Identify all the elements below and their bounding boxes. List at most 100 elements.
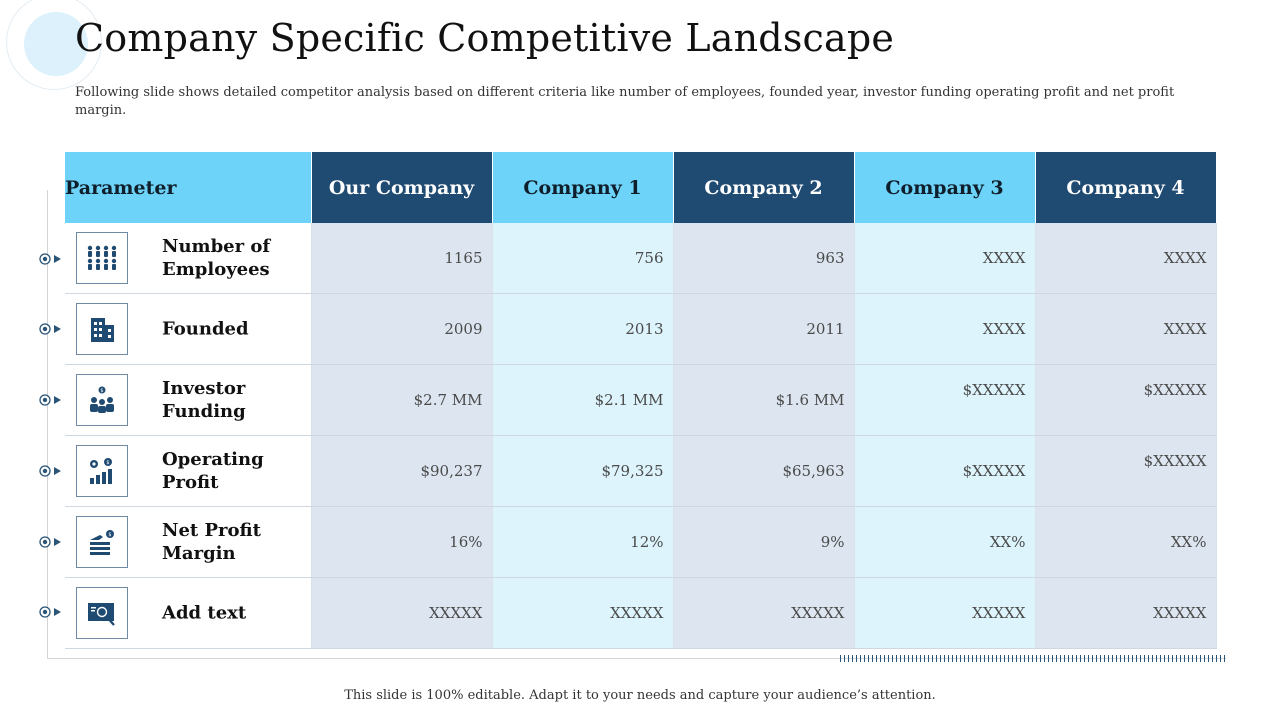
value-text: 756 xyxy=(634,249,664,267)
value-text: 12% xyxy=(630,533,664,551)
value-text: $XXXXX xyxy=(1143,452,1207,470)
building-icon xyxy=(76,303,128,355)
value-text: 1165 xyxy=(444,249,483,267)
parameter-label: Operating Profit xyxy=(162,449,264,493)
investor-icon: $ xyxy=(76,374,128,426)
value-text: XXXX xyxy=(982,320,1026,338)
value-cell: 2009 xyxy=(311,293,493,365)
value-text: XXXXX xyxy=(610,604,664,622)
value-text: $65,963 xyxy=(782,462,845,480)
svg-text:$: $ xyxy=(100,388,103,394)
parameter-label: Founded xyxy=(162,318,249,340)
svg-text:$: $ xyxy=(106,460,109,466)
value-cell: $65,963 xyxy=(673,435,855,507)
header-company-1: Company 1 xyxy=(492,152,674,223)
value-cell: XXXXX xyxy=(311,577,493,649)
value-cell: XX% xyxy=(854,506,1036,578)
value-text: $XXXXX xyxy=(1143,381,1207,399)
value-text: XXXXX xyxy=(429,604,483,622)
parameter-cell: Add text xyxy=(65,577,312,649)
decorative-dashes xyxy=(840,655,1226,662)
value-text: $79,325 xyxy=(601,462,664,480)
value-text: 963 xyxy=(815,249,845,267)
value-cell: $90,237 xyxy=(311,435,493,507)
value-cell: 1165 xyxy=(311,223,493,294)
value-cell: $XXXXX xyxy=(1035,435,1217,507)
value-text: XXXXX xyxy=(1153,604,1207,622)
parameter-cell: Number of Employees xyxy=(65,223,312,294)
parameter-cell: Founded xyxy=(65,293,312,365)
row-bullet-icon xyxy=(39,606,61,618)
value-cell: XXXXX xyxy=(1035,577,1217,649)
parameter-cell: $ Net Profit Margin xyxy=(65,506,312,578)
parameter-cell: $ Operating Profit xyxy=(65,435,312,507)
value-cell: XXXX xyxy=(1035,223,1217,294)
row-bullet-icon xyxy=(39,253,61,265)
value-cell: $XXXXX xyxy=(854,364,1036,436)
table-row: $ Operating Profit $90,237 $79,325 $65,9… xyxy=(65,435,1217,507)
profit-chart-icon: $ xyxy=(76,445,128,497)
parameter-label: Net Profit Margin xyxy=(162,520,261,564)
header-company-4: Company 4 xyxy=(1035,152,1217,223)
value-text: XXXXX xyxy=(972,604,1026,622)
value-text: $XXXXX xyxy=(962,381,1026,399)
table-row: $ Net Profit Margin 16% 12% 9% XX% XX% xyxy=(65,506,1217,578)
header-company-2: Company 2 xyxy=(673,152,855,223)
value-text: XXXX xyxy=(982,249,1026,267)
table-row: Founded 2009 2013 2011 XXXX XXXX xyxy=(65,293,1217,365)
value-cell: XX% xyxy=(1035,506,1217,578)
value-text: 16% xyxy=(449,533,483,551)
value-text: $90,237 xyxy=(420,462,483,480)
decorative-ring xyxy=(6,0,102,90)
parameter-label: Investor Funding xyxy=(162,378,246,422)
value-cell: 12% xyxy=(492,506,674,578)
value-text: XXXX xyxy=(1163,320,1207,338)
table-row: Add text XXXXX XXXXX XXXXX XXXXX XXXXX xyxy=(65,577,1217,649)
value-cell: XXXXX xyxy=(854,577,1036,649)
value-text: 2009 xyxy=(444,320,483,338)
table-frame xyxy=(47,190,1226,659)
slide-subtitle: Following slide shows detailed competito… xyxy=(75,85,1175,118)
value-text: XXXXX xyxy=(791,604,845,622)
decorative-circle xyxy=(24,12,88,76)
value-cell: $XXXXX xyxy=(1035,364,1217,436)
row-bullet-icon xyxy=(39,465,61,477)
value-cell: XXXXX xyxy=(673,577,855,649)
value-cell: $XXXXX xyxy=(854,435,1036,507)
slide-title: Company Specific Competitive Landscape xyxy=(75,16,895,60)
header-row: Parameter Our Company Company 1 Company … xyxy=(65,152,1217,223)
value-text: $XXXXX xyxy=(962,462,1026,480)
header-company-3: Company 3 xyxy=(854,152,1036,223)
value-text: $2.1 MM xyxy=(594,391,664,409)
header-our-company: Our Company xyxy=(311,152,493,223)
row-bullet-icon xyxy=(39,323,61,335)
value-cell: 2011 xyxy=(673,293,855,365)
row-bullet-icon xyxy=(39,536,61,548)
svg-text:$: $ xyxy=(108,532,111,538)
value-text: XX% xyxy=(1170,533,1207,551)
value-cell: 9% xyxy=(673,506,855,578)
value-cell: 16% xyxy=(311,506,493,578)
table-row: $ Investor Funding $2.7 MM $2.1 MM $1.6 … xyxy=(65,364,1217,436)
value-cell: XXXX xyxy=(854,223,1036,294)
value-cell: $1.6 MM xyxy=(673,364,855,436)
value-text: 2011 xyxy=(806,320,845,338)
presentation-icon xyxy=(76,587,128,639)
parameter-cell: $ Investor Funding xyxy=(65,364,312,436)
value-cell: 2013 xyxy=(492,293,674,365)
parameter-label: Add text xyxy=(162,602,247,624)
value-cell: 963 xyxy=(673,223,855,294)
table-row: Number of Employees 1165 756 963 XXXX XX… xyxy=(65,223,1217,294)
value-text: XXXX xyxy=(1163,249,1207,267)
margin-icon: $ xyxy=(76,516,128,568)
value-cell: XXXXX xyxy=(492,577,674,649)
value-text: $1.6 MM xyxy=(775,391,845,409)
row-bullet-icon xyxy=(39,394,61,406)
parameter-label: Number of Employees xyxy=(162,236,271,280)
value-cell: XXXX xyxy=(1035,293,1217,365)
employees-icon xyxy=(76,232,128,284)
value-cell: XXXX xyxy=(854,293,1036,365)
value-text: XX% xyxy=(989,533,1026,551)
value-cell: $2.1 MM xyxy=(492,364,674,436)
value-cell: 756 xyxy=(492,223,674,294)
